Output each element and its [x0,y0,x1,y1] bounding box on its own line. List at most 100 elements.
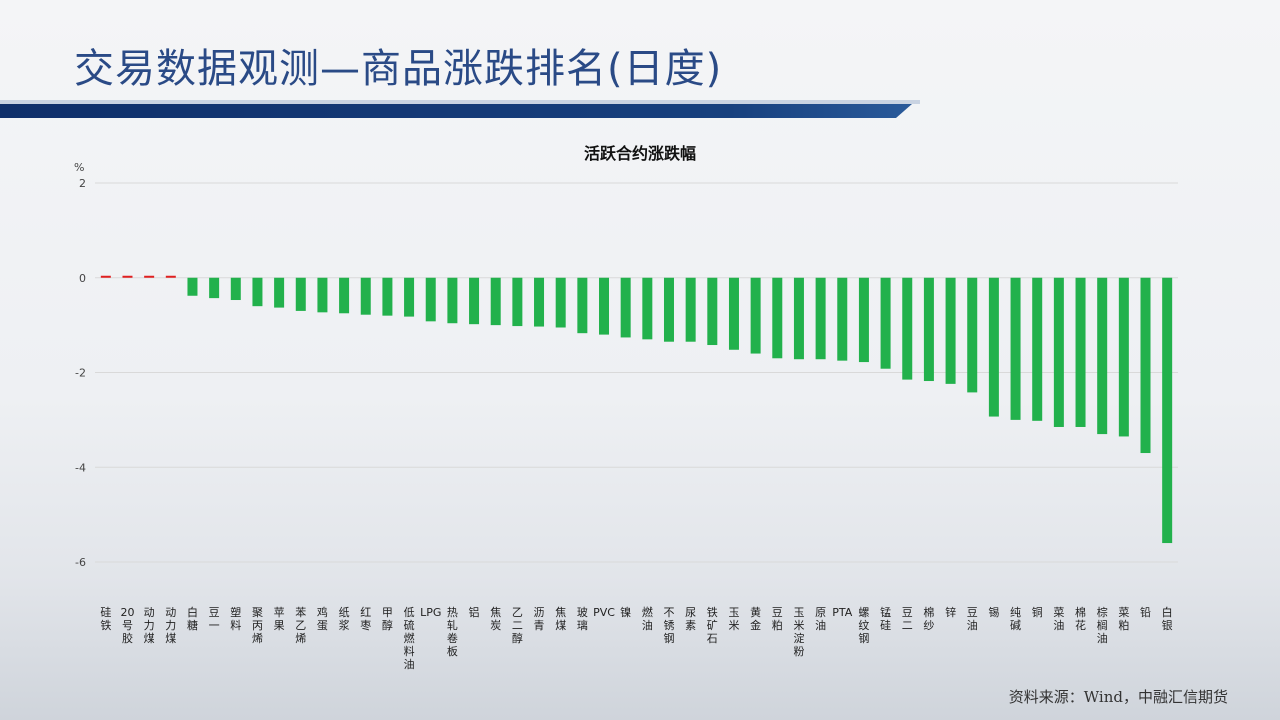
category-label: 棉花 [1075,605,1086,632]
chart-title: 活跃合约涨跌幅 [584,144,696,163]
bar [707,277,718,346]
category-label: 纯碱 [1010,606,1021,632]
category-label: 黄金 [750,605,761,632]
bar [274,277,285,308]
category-label: 菜油 [1053,606,1064,632]
category-label: 燃油 [642,605,653,632]
bar [837,277,848,361]
bar [317,277,328,313]
bar [923,277,934,382]
y-tick-label: 0 [79,272,86,285]
bar [447,277,458,324]
bar [100,275,111,278]
bar [230,277,241,301]
category-label: 不锈钢 [663,606,674,645]
bar [750,277,761,354]
category-label: 锰硅 [880,605,891,632]
bar [425,277,436,322]
category-label: 纸浆 [339,606,350,632]
category-label: 动力煤 [144,606,155,645]
bar [1162,277,1173,544]
category-label: 锌 [945,605,956,619]
bar [902,277,913,380]
category-label: 焦炭 [490,606,501,632]
bar [1010,277,1021,420]
bar [252,277,263,307]
y-tick-label: -4 [75,461,86,474]
bar [858,277,869,363]
bar [295,277,306,311]
bar [685,277,696,342]
bar [469,277,480,325]
bar [122,275,133,278]
category-label: 白糖 [187,605,198,632]
category-label: 铝 [469,605,480,619]
bar [599,277,610,335]
y-tick-label: -2 [75,367,86,380]
category-label: 焦煤 [555,606,566,632]
category-label: 豆粕 [772,606,783,632]
bar [793,277,804,360]
category-label: 鸡蛋 [317,605,328,632]
bar [209,277,220,299]
source-note: 资料来源：Wind，中融汇信期货 [1008,688,1228,706]
category-label: 动力煤 [165,606,176,645]
category-label: 20 号胶 [120,606,134,645]
bar [1053,277,1064,427]
category-label: 锡 [988,605,999,619]
y-tick-label: -6 [75,556,86,569]
bar [967,277,978,393]
y-axis-unit: % [74,161,84,174]
slide-title: 交易数据观测—商品涨跌排名(日度) [74,46,723,92]
category-label: 红枣 [360,606,371,632]
bars [100,275,1173,544]
bar [1032,277,1043,421]
title-band-light [0,100,920,104]
bar [1097,277,1108,435]
bar [815,277,826,360]
bar [880,277,891,369]
category-label: 螺纹钢 [858,606,869,645]
bar [1118,277,1129,437]
category-label: PTA [832,606,852,619]
category-label: 乙二醇 [512,606,523,645]
bar [165,275,176,278]
category-label: 硅铁 [100,606,111,632]
category-label: LPG [420,606,441,619]
title-band [0,104,912,118]
y-tick-label: 2 [79,177,86,190]
category-label: 玉米淀粉 [793,606,804,658]
category-label: 铁矿石 [707,606,718,645]
bar [1140,277,1151,454]
category-label: 玉米 [728,606,739,632]
category-label: 镍 [620,605,631,619]
category-label: 白银 [1162,605,1173,632]
category-label: 铜 [1032,605,1043,619]
bar [772,277,783,359]
bar [534,277,545,327]
bar [187,277,198,296]
category-label: 菜粕 [1118,606,1129,632]
category-label: 棕榈油 [1097,605,1108,645]
bar [620,277,631,338]
bar [988,277,999,417]
category-label: 聚丙烯 [252,606,263,645]
bar [144,275,155,278]
bar [360,277,371,315]
category-label: 玻璃 [577,606,588,632]
bar [577,277,588,334]
category-label: 棉纱 [923,605,934,632]
category-label: 豆油 [967,606,978,632]
category-label: 苯乙烯 [295,605,306,645]
bar [945,277,956,384]
bar [663,277,674,342]
category-label: PVC [593,606,615,619]
bar [728,277,739,350]
bar [555,277,566,328]
y-axis-ticks: 2 0 -2 -4 -6 [75,177,86,569]
category-label: 铅 [1140,605,1151,619]
bar [1075,277,1086,427]
category-label: 原油 [815,606,826,632]
bar [512,277,523,327]
